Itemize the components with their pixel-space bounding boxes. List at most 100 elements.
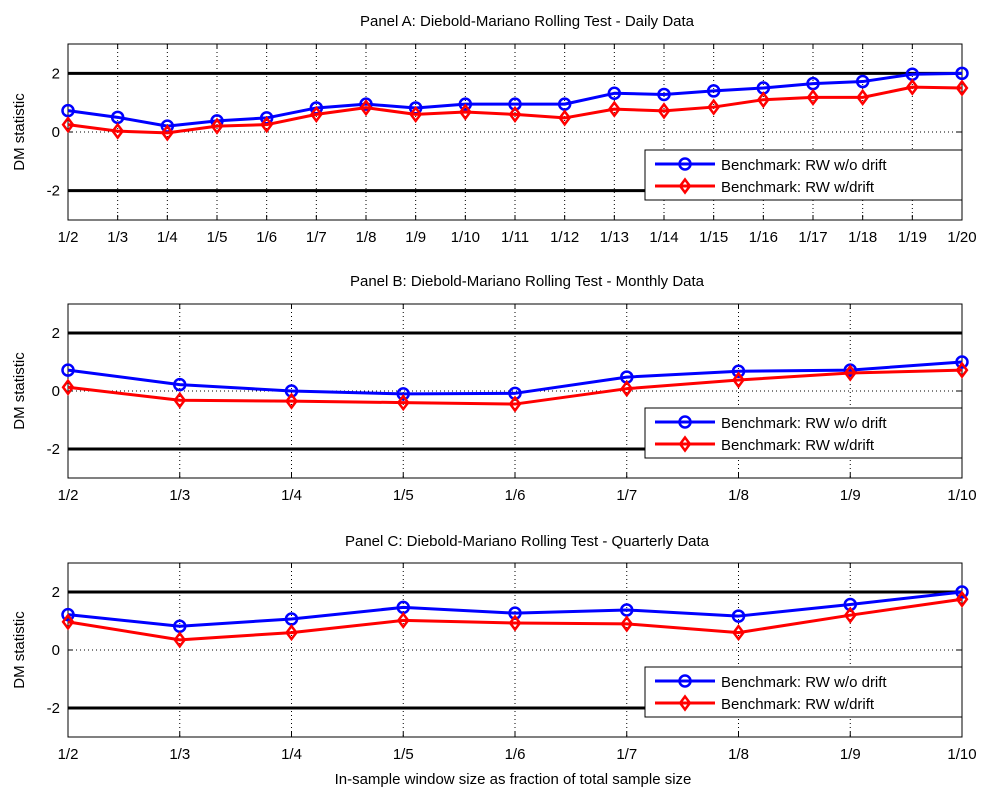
- data-point-diamond: [756, 91, 770, 109]
- data-point-diamond: [955, 79, 969, 97]
- data-point-diamond: [905, 78, 919, 96]
- data-point-circle: [607, 86, 622, 101]
- panel-title: Panel A: Diebold-Mariano Rolling Test - …: [360, 13, 695, 30]
- y-tick-label: 2: [52, 325, 60, 342]
- data-point-circle: [855, 74, 870, 89]
- panel-title: Panel C: Diebold-Mariano Rolling Test - …: [345, 533, 710, 550]
- data-point-diamond: [607, 100, 621, 118]
- data-point-diamond: [843, 364, 857, 382]
- x-tick-label: 1/14: [649, 229, 678, 246]
- x-tick-label: 1/12: [550, 229, 579, 246]
- x-tick-label: 1/13: [600, 229, 629, 246]
- x-tick-label: 1/10: [947, 487, 976, 504]
- legend-marker-circle: [678, 157, 692, 171]
- data-point-diamond: [111, 122, 125, 140]
- data-point-diamond: [955, 590, 969, 608]
- x-tick-label: 1/2: [58, 746, 79, 763]
- panel-title: Panel B: Diebold-Mariano Rolling Test - …: [350, 273, 705, 290]
- data-point-diamond: [508, 105, 522, 123]
- data-point-diamond: [61, 613, 75, 631]
- x-tick-label: 1/3: [169, 746, 190, 763]
- x-tick-label: 1/2: [58, 229, 79, 246]
- legend-label: Benchmark: RW w/o drift: [721, 415, 887, 432]
- data-point-diamond: [508, 395, 522, 413]
- y-axis-label: DM statistic: [11, 352, 28, 430]
- x-tick-label: 1/15: [699, 229, 728, 246]
- x-tick-label: 1/8: [728, 746, 749, 763]
- y-tick-label: -2: [47, 700, 60, 717]
- series-line-rw-with-drift: [67, 597, 963, 642]
- x-tick-label: 1/6: [505, 746, 526, 763]
- data-point-diamond: [843, 606, 857, 624]
- x-tick-label: 1/17: [798, 229, 827, 246]
- data-point-circle: [396, 387, 410, 401]
- panel-a: Panel A: Diebold-Mariano Rolling Test - …: [11, 13, 977, 246]
- data-point-diamond: [856, 88, 870, 106]
- panel-b: Panel B: Diebold-Mariano Rolling Test - …: [11, 273, 977, 504]
- legend-box: [644, 149, 963, 201]
- data-point-diamond: [359, 99, 373, 117]
- legend-label: Benchmark: RW w/drift: [721, 179, 875, 196]
- x-tick-label: 1/7: [616, 487, 637, 504]
- data-point-diamond: [396, 611, 410, 630]
- data-point-diamond: [806, 88, 820, 106]
- data-point-diamond: [260, 116, 274, 134]
- data-point-circle: [61, 363, 75, 377]
- x-tick-label: 1/4: [281, 487, 302, 504]
- series-line-rw-without-drift: [67, 590, 963, 628]
- y-axis-label: DM statistic: [11, 611, 28, 689]
- x-tick-label: 1/6: [256, 229, 277, 246]
- series-line-rw-with-drift: [67, 85, 963, 135]
- data-point-diamond: [732, 371, 745, 389]
- data-point-diamond: [160, 124, 174, 142]
- x-tick-label: 1/11: [501, 229, 529, 246]
- legend-label: Benchmark: RW w/o drift: [721, 157, 887, 174]
- x-tick-label: 1/7: [306, 229, 327, 246]
- x-tick-label: 1/6: [505, 487, 526, 504]
- data-point-diamond: [285, 624, 298, 642]
- x-tick-label: 1/3: [107, 229, 128, 246]
- x-tick-label: 1/8: [356, 229, 377, 246]
- x-tick-label: 1/10: [451, 229, 480, 246]
- x-tick-label: 1/4: [157, 229, 178, 246]
- legend-marker-circle: [678, 415, 692, 429]
- data-point-circle: [61, 607, 75, 622]
- x-tick-label: 1/5: [393, 746, 414, 763]
- series-line-rw-without-drift: [67, 360, 963, 396]
- x-tick-label: 1/7: [616, 746, 637, 763]
- y-tick-label: -2: [47, 441, 60, 458]
- x-tick-label: 1/19: [898, 229, 927, 246]
- data-point-diamond: [458, 103, 472, 121]
- y-axis-label: DM statistic: [11, 93, 28, 171]
- x-tick-label: 1/5: [393, 487, 414, 504]
- legend-marker-diamond: [678, 694, 692, 712]
- x-tick-label: 1/10: [947, 746, 976, 763]
- data-point-circle: [508, 606, 522, 620]
- x-tick-label: 1/2: [58, 487, 79, 504]
- data-point-diamond: [61, 116, 75, 134]
- series-line-rw-with-drift: [67, 368, 963, 406]
- x-tick-label: 1/9: [405, 229, 426, 246]
- legend-label: Benchmark: RW w/drift: [721, 437, 875, 454]
- data-point-circle: [731, 609, 746, 623]
- data-point-diamond: [173, 631, 187, 649]
- data-point-diamond: [955, 361, 969, 379]
- x-tick-label: 1/9: [840, 746, 861, 763]
- data-point-circle: [955, 585, 969, 599]
- x-tick-label: 1/9: [840, 487, 861, 504]
- legend-label: Benchmark: RW w/drift: [721, 696, 875, 713]
- data-point-diamond: [620, 615, 634, 633]
- data-point-circle: [706, 84, 721, 98]
- panel-c: Panel C: Diebold-Mariano Rolling Test - …: [11, 533, 977, 763]
- data-point-diamond: [508, 614, 522, 632]
- data-point-diamond: [309, 105, 323, 123]
- legend-label: Benchmark: RW w/o drift: [721, 674, 887, 691]
- data-point-circle: [359, 97, 373, 111]
- data-point-diamond: [173, 391, 187, 409]
- legend-box: [644, 666, 963, 718]
- x-tick-label: 1/3: [169, 487, 190, 504]
- x-tick-label: 1/4: [281, 746, 302, 763]
- legend-marker-circle: [678, 674, 692, 688]
- data-point-diamond: [620, 380, 634, 398]
